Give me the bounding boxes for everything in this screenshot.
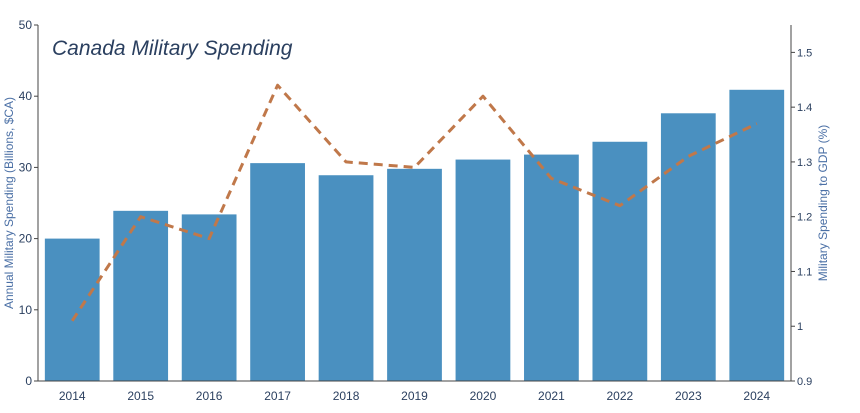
x-tick-label: 2019 [401, 389, 428, 403]
y2-tick-label: 1.5 [797, 47, 812, 59]
gdp-ratio-line [70, 83, 758, 322]
bar-2014 [44, 238, 100, 381]
y2-tick-label: 1.4 [797, 102, 812, 114]
chart-title: Canada Military Spending [52, 37, 293, 60]
y2-tick-label: 1.3 [797, 157, 812, 169]
y-tick-label: 20 [19, 232, 33, 246]
bar-series [44, 89, 785, 382]
y2-tick-label: 1.1 [797, 266, 812, 278]
y-tick-label: 30 [19, 160, 33, 174]
y2-tick-label: 1.2 [797, 212, 812, 224]
y-tick-label: 10 [19, 303, 33, 317]
bar-2024 [729, 89, 785, 382]
bar-2015 [113, 210, 169, 381]
x-tick-label: 2020 [470, 389, 497, 403]
bar-2022 [592, 141, 648, 381]
y-tick-label: 0 [25, 374, 32, 388]
bar-2016 [181, 214, 237, 381]
line-series [70, 83, 758, 322]
y2-tick-label: 0.9 [797, 376, 812, 388]
x-tick-label: 2014 [59, 389, 86, 403]
y2-axis-title: Military Spending to GDP (%) [816, 125, 830, 282]
x-tick-label: 2015 [127, 389, 154, 403]
x-tick-label: 2022 [607, 389, 634, 403]
y-tick-label: 50 [19, 18, 33, 32]
x-tick-label: 2018 [333, 389, 360, 403]
bar-2020 [455, 159, 511, 381]
x-tick-label: 2024 [743, 389, 770, 403]
bar-2017 [250, 163, 305, 381]
x-tick-label: 2016 [196, 389, 223, 403]
labels: Canada Military Spending Annual Military … [2, 37, 830, 309]
y-tick-label: 40 [19, 89, 33, 103]
y-axis-title: Annual Military Spending (Billions, $CA) [2, 97, 16, 309]
x-tick-label: 2021 [538, 389, 565, 403]
y2-tick-label: 1 [797, 321, 803, 333]
x-tick-label: 2023 [675, 389, 702, 403]
axes: 0 10 20 30 40 50 0.9 1 1.1 1.2 1.3 1.4 1.5 2014 2015 20… [19, 18, 813, 403]
x-tick-label: 2017 [264, 389, 291, 403]
bar-2021 [524, 154, 579, 381]
bar-2023 [660, 113, 716, 382]
bar-2018 [318, 175, 374, 381]
bar-2019 [387, 168, 442, 381]
